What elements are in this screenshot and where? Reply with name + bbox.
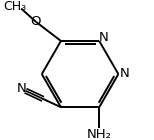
Text: N: N — [120, 67, 130, 80]
Text: CH₃: CH₃ — [4, 0, 27, 13]
Text: N: N — [99, 31, 109, 44]
Text: O: O — [31, 15, 41, 28]
Text: N: N — [17, 82, 26, 95]
Text: NH₂: NH₂ — [87, 128, 112, 140]
